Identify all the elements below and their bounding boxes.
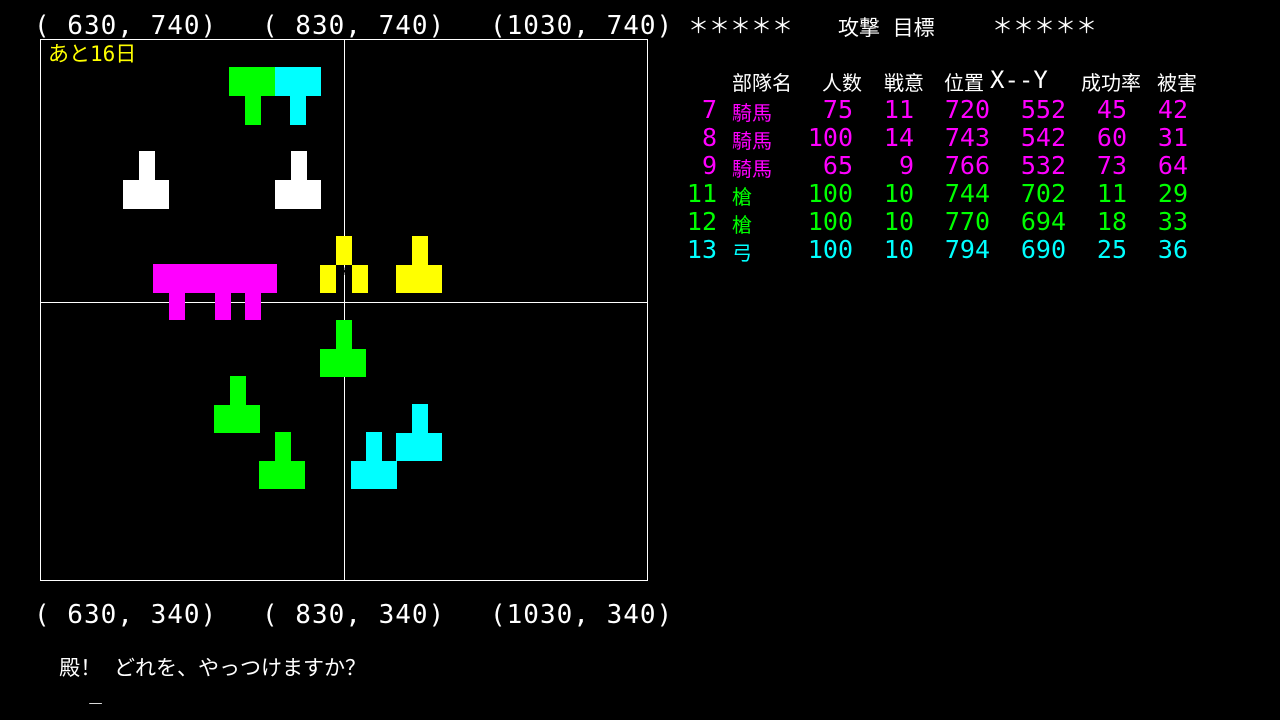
cell-y: 702 [1020,179,1066,208]
coord-bottom-center: ( 830, 340) [262,600,446,630]
cell-success: 25 [1096,235,1127,264]
coord-bottom-right: (1030, 340) [490,600,674,630]
cell-morale: 11 [883,95,914,124]
col-morale: 戦意 [884,71,924,95]
cell-id: 7 [701,95,717,124]
header-stars-right: ＊＊＊＊＊ [992,14,1097,38]
header-title: 攻撃 目標 [838,16,935,40]
input-cursor[interactable]: _ [89,680,102,704]
cell-id: 11 [686,179,717,208]
coord-bottom-left: ( 630, 340) [34,600,218,630]
cell-type: 槍 [732,185,752,209]
cell-damage: 64 [1157,151,1188,180]
cell-x: 794 [944,235,990,264]
map-horizontal-axis [41,302,647,303]
cell-x: 770 [944,207,990,236]
cell-id: 9 [701,151,717,180]
cell-x: 743 [944,123,990,152]
col-troops: 人数 [822,71,862,95]
cell-troops: 100 [807,235,853,264]
cell-troops: 100 [807,123,853,152]
cell-success: 45 [1096,95,1127,124]
coord-top-right: (1030, 740) [490,11,674,41]
header-stars-left: ＊＊＊＊＊ [688,14,793,38]
col-xy: X--Y [990,66,1048,94]
cell-type: 騎馬 [732,129,772,153]
prompt-text: 殿！ どれを、やっつけますか？ [59,656,366,680]
cell-troops: 100 [807,179,853,208]
battle-map[interactable]: あと16日 * [40,39,648,581]
map-vertical-axis [344,40,345,580]
cell-id: 13 [686,235,717,264]
cell-troops: 75 [822,95,853,124]
cell-morale: 10 [883,235,914,264]
cell-damage: 29 [1157,179,1188,208]
cell-y: 694 [1020,207,1066,236]
cell-y: 542 [1020,123,1066,152]
cell-id: 8 [701,123,717,152]
cell-damage: 36 [1157,235,1188,264]
cell-y: 532 [1020,151,1066,180]
days-left-label: あと16日 [48,42,137,66]
cell-id: 12 [686,207,717,236]
cell-type: 槍 [732,213,752,237]
cell-morale: 10 [883,207,914,236]
col-position: 位置 [944,71,984,95]
cell-success: 18 [1096,207,1127,236]
cell-morale: 10 [883,179,914,208]
cell-x: 720 [944,95,990,124]
cell-y: 552 [1020,95,1066,124]
cell-success: 60 [1096,123,1127,152]
command-prompt: 殿！ どれを、やっつけますか？ _ [34,632,366,704]
cell-troops: 100 [807,207,853,236]
coord-top-left: ( 630, 740) [34,11,218,41]
cell-type: 弓 [732,241,752,265]
cell-damage: 42 [1157,95,1188,124]
col-unit-name: 部隊名 [732,71,792,95]
asterisk-icon: * [339,264,349,283]
cell-success: 73 [1096,151,1127,180]
cell-type: 騎馬 [732,101,772,125]
cell-success: 11 [1096,179,1127,208]
cell-x: 744 [944,179,990,208]
col-success-rate: 成功率 [1081,71,1141,95]
cell-damage: 31 [1157,123,1188,152]
cell-y: 690 [1020,235,1066,264]
cell-damage: 33 [1157,207,1188,236]
cell-type: 騎馬 [732,157,772,181]
cell-troops: 65 [822,151,853,180]
cell-morale: 14 [883,123,914,152]
cell-morale: 9 [898,151,914,180]
cell-x: 766 [944,151,990,180]
col-damage: 被害 [1157,71,1197,95]
coord-top-center: ( 830, 740) [262,11,446,41]
